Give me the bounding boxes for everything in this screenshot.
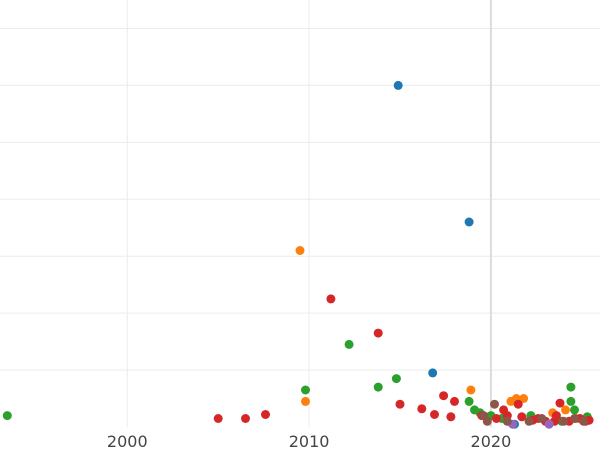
point-green-1 bbox=[301, 385, 310, 395]
point-orange-5 bbox=[519, 394, 529, 403]
point-red-2 bbox=[261, 410, 270, 419]
point-green-14 bbox=[570, 405, 579, 415]
point-green-4 bbox=[391, 374, 401, 384]
point-green-3 bbox=[373, 382, 383, 392]
point-green-2 bbox=[344, 339, 354, 349]
point-blue-1 bbox=[464, 217, 474, 227]
point-brown-5 bbox=[537, 414, 547, 423]
point-green-5 bbox=[464, 396, 474, 406]
x-tick-label-2020: 2020 bbox=[471, 432, 512, 450]
point-orange-0 bbox=[295, 246, 305, 255]
point-brown-1 bbox=[482, 416, 492, 426]
point-purple-1 bbox=[544, 419, 554, 429]
point-brown-2 bbox=[490, 399, 499, 409]
point-red-10 bbox=[450, 396, 459, 406]
point-red-15 bbox=[513, 399, 523, 409]
grid bbox=[0, 0, 600, 427]
point-red-21 bbox=[551, 411, 561, 421]
point-brown-3 bbox=[502, 416, 512, 426]
point-red-5 bbox=[395, 399, 405, 409]
x-tick-label-2000: 2000 bbox=[107, 432, 148, 450]
point-brown-8 bbox=[579, 416, 589, 426]
point-brown-4 bbox=[524, 416, 534, 426]
point-red-16 bbox=[517, 412, 527, 422]
point-green-0 bbox=[2, 411, 12, 421]
point-brown-6 bbox=[559, 416, 569, 426]
point-red-3 bbox=[326, 294, 336, 304]
point-red-7 bbox=[430, 410, 439, 419]
point-red-6 bbox=[417, 404, 427, 414]
point-green-12 bbox=[566, 382, 576, 392]
point-orange-2 bbox=[466, 385, 476, 395]
point-orange-1 bbox=[301, 396, 310, 406]
point-red-12 bbox=[491, 414, 501, 423]
point-red-8 bbox=[439, 391, 449, 401]
point-red-4 bbox=[373, 328, 383, 338]
point-red-0 bbox=[213, 414, 223, 423]
x-axis-ticks: 2000 2010 2020 bbox=[107, 432, 511, 450]
x-tick-label-2010: 2010 bbox=[289, 432, 330, 450]
point-brown-7 bbox=[570, 414, 579, 423]
point-blue-2 bbox=[428, 368, 438, 378]
data-points bbox=[2, 80, 594, 429]
point-blue-0 bbox=[393, 80, 403, 90]
point-red-22 bbox=[555, 398, 565, 408]
point-green-13 bbox=[566, 396, 576, 406]
point-red-1 bbox=[241, 414, 250, 423]
point-orange-7 bbox=[561, 405, 570, 415]
point-red-9 bbox=[446, 412, 456, 422]
